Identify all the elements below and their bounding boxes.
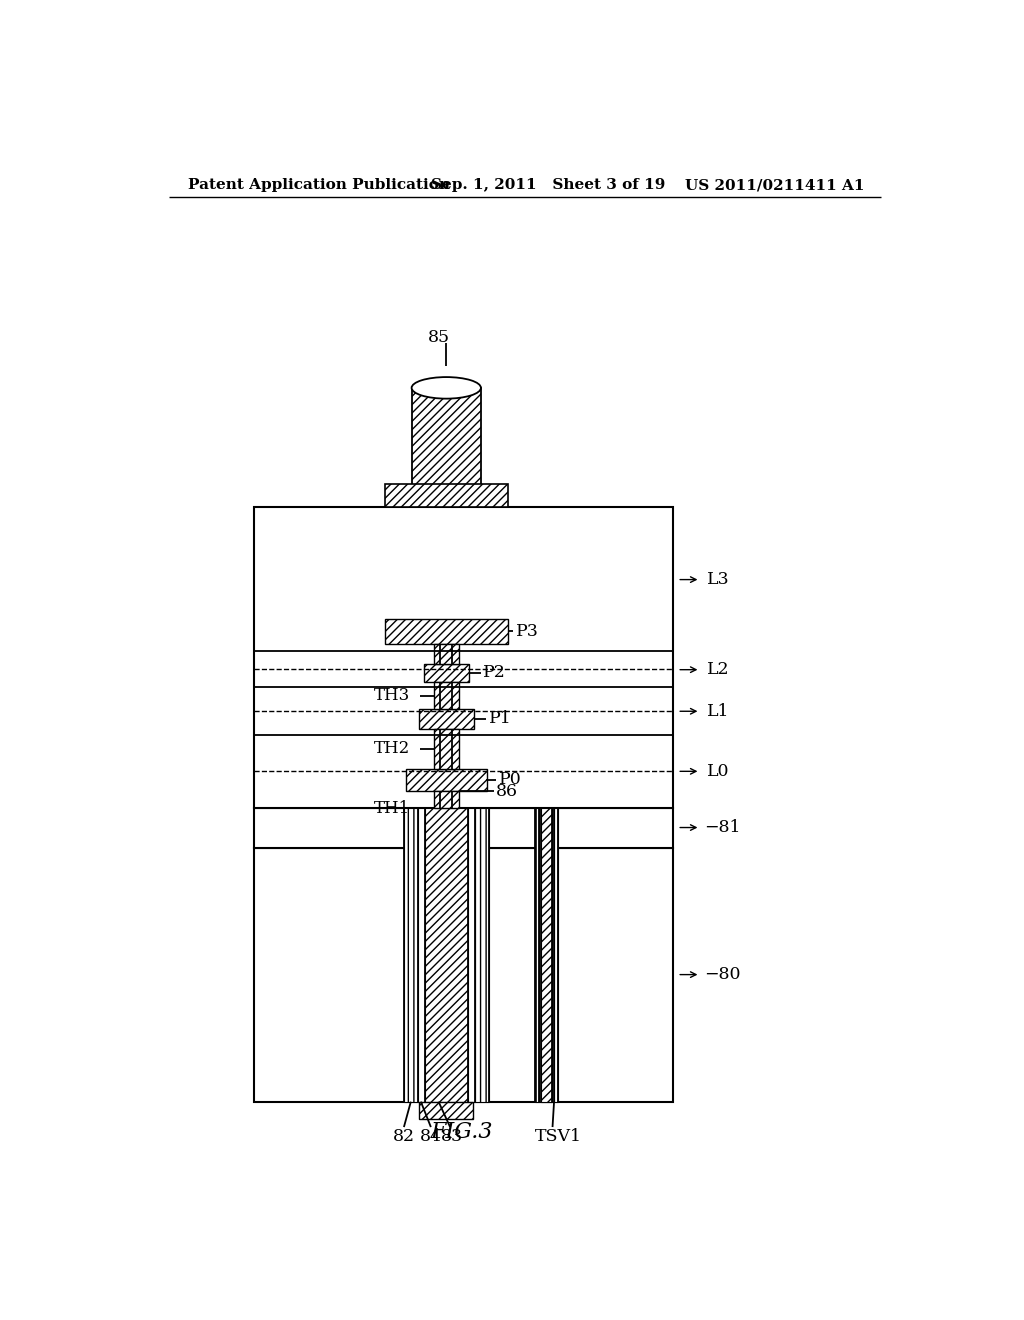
Bar <box>418 808 475 1102</box>
Bar <box>425 808 468 1102</box>
Text: Patent Application Publication: Patent Application Publication <box>188 178 451 193</box>
Bar <box>434 682 459 709</box>
Text: P3: P3 <box>515 623 539 640</box>
Bar <box>254 847 674 1102</box>
Text: 82: 82 <box>393 1127 415 1144</box>
Bar <box>539 808 554 1102</box>
Bar <box>419 709 474 729</box>
Text: Sep. 1, 2011   Sheet 3 of 19: Sep. 1, 2011 Sheet 3 of 19 <box>431 178 666 193</box>
Text: 83: 83 <box>441 1127 464 1144</box>
Bar <box>385 484 508 507</box>
Text: −80: −80 <box>705 966 740 983</box>
Text: L1: L1 <box>707 702 729 719</box>
Bar <box>419 1102 473 1118</box>
Bar <box>254 507 674 808</box>
Bar <box>475 808 488 1102</box>
Text: TH3: TH3 <box>374 688 411 705</box>
Bar <box>403 808 418 1102</box>
Bar <box>412 388 481 507</box>
Text: TSV1: TSV1 <box>535 1127 582 1144</box>
Text: L2: L2 <box>707 661 729 678</box>
Ellipse shape <box>412 378 481 399</box>
Text: 85: 85 <box>427 329 450 346</box>
Text: FIG.3: FIG.3 <box>430 1122 493 1143</box>
Text: L3: L3 <box>707 572 729 589</box>
Bar <box>424 664 469 682</box>
Text: 84: 84 <box>420 1127 442 1144</box>
Bar <box>535 808 539 1102</box>
Text: −81: −81 <box>705 818 740 836</box>
Text: 86: 86 <box>497 783 518 800</box>
Text: TH2: TH2 <box>374 741 411 758</box>
Text: P0: P0 <box>499 771 521 788</box>
Text: US 2011/0211411 A1: US 2011/0211411 A1 <box>685 178 864 193</box>
Bar <box>434 791 459 808</box>
Bar <box>554 808 558 1102</box>
Bar <box>385 619 508 644</box>
Bar <box>434 729 459 770</box>
Text: P1: P1 <box>488 710 511 727</box>
Bar <box>407 770 487 791</box>
Text: P2: P2 <box>483 664 506 681</box>
Bar <box>434 644 459 664</box>
Bar <box>541 808 552 1102</box>
Bar <box>254 808 674 847</box>
Text: L0: L0 <box>707 763 729 780</box>
Text: TH1: TH1 <box>374 800 411 817</box>
